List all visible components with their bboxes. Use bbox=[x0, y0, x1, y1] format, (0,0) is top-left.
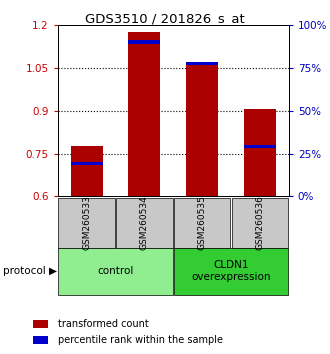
Text: control: control bbox=[97, 266, 134, 276]
Text: GDS3510 / 201826_s_at: GDS3510 / 201826_s_at bbox=[85, 12, 245, 25]
Text: GSM260533: GSM260533 bbox=[82, 195, 91, 250]
Bar bbox=[128, 40, 160, 44]
Text: GSM260534: GSM260534 bbox=[140, 195, 149, 250]
Bar bbox=[186, 63, 218, 196]
Text: protocol ▶: protocol ▶ bbox=[3, 266, 57, 276]
Bar bbox=[128, 32, 160, 196]
Text: GSM260535: GSM260535 bbox=[198, 195, 207, 250]
Bar bbox=[71, 147, 103, 196]
Bar bbox=[186, 62, 218, 65]
Text: transformed count: transformed count bbox=[58, 319, 148, 329]
Bar bbox=[71, 162, 103, 165]
Text: CLDN1
overexpression: CLDN1 overexpression bbox=[191, 260, 271, 282]
Bar bbox=[244, 109, 276, 196]
Bar bbox=[244, 144, 276, 148]
Text: percentile rank within the sample: percentile rank within the sample bbox=[58, 335, 223, 345]
Text: GSM260536: GSM260536 bbox=[255, 195, 264, 250]
